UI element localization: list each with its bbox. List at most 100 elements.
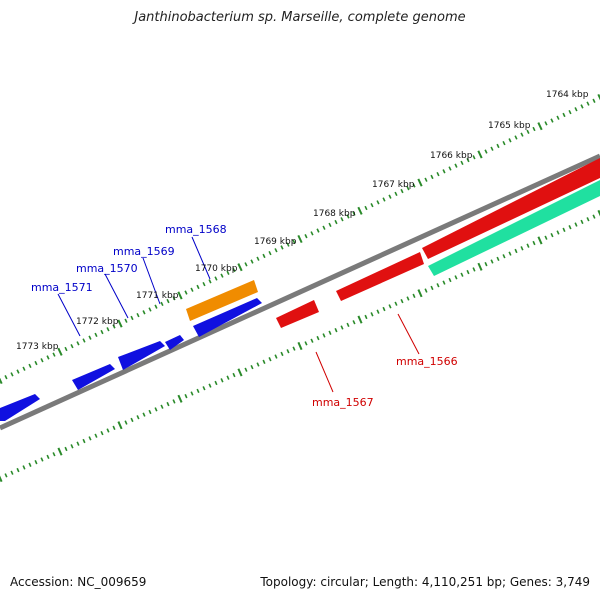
leader-line <box>315 351 334 393</box>
minor-tick <box>334 219 338 225</box>
major-tick <box>297 234 303 244</box>
minor-tick <box>544 235 548 240</box>
minor-tick <box>202 281 206 287</box>
gene-arrow-orange[interactable] <box>186 280 258 321</box>
leader-line <box>57 293 81 337</box>
minor-tick <box>340 325 344 330</box>
tick-label: 1764 kbp <box>546 90 589 100</box>
minor-tick <box>508 138 512 143</box>
gene-arrow[interactable] <box>0 394 40 421</box>
minor-tick <box>490 146 494 151</box>
minor-tick <box>196 388 200 394</box>
major-tick <box>57 447 63 456</box>
gene-label-mma-1571[interactable]: mma_1571 <box>31 281 93 294</box>
minor-tick <box>136 312 140 318</box>
gene-arrow[interactable] <box>193 298 262 337</box>
minor-tick <box>304 341 308 346</box>
minor-tick <box>580 219 584 225</box>
minor-tick <box>304 234 308 239</box>
minor-tick <box>70 444 74 449</box>
minor-tick <box>580 104 584 109</box>
minor-tick <box>154 304 158 309</box>
minor-tick <box>46 454 50 460</box>
gene-label-mma-1568[interactable]: mma_1568 <box>165 223 227 236</box>
minor-tick <box>550 118 554 123</box>
major-tick <box>177 291 183 300</box>
minor-tick <box>520 132 524 137</box>
outer-tick-ring <box>0 209 600 483</box>
minor-tick <box>388 194 392 199</box>
minor-tick <box>586 101 590 106</box>
gene-label-mma-1566[interactable]: mma_1566 <box>396 355 458 368</box>
minor-tick <box>190 391 194 396</box>
minor-tick <box>220 273 224 278</box>
minor-tick <box>262 253 266 259</box>
gene-arrow[interactable] <box>336 252 424 301</box>
minor-tick <box>208 383 212 388</box>
gene-arrow[interactable] <box>72 364 115 390</box>
leader-line <box>142 257 161 305</box>
minor-tick <box>172 296 176 301</box>
minor-tick <box>130 417 134 423</box>
minor-tick <box>526 243 530 248</box>
minor-tick <box>394 301 398 306</box>
minor-tick <box>76 441 80 446</box>
minor-tick <box>160 301 164 307</box>
minor-tick <box>94 332 98 338</box>
minor-tick <box>250 259 254 264</box>
gene-label-mma-1569[interactable]: mma_1569 <box>113 245 175 258</box>
major-tick <box>0 475 3 483</box>
gene-label-mma-1570[interactable]: mma_1570 <box>76 262 138 275</box>
gene-label-mma-1567[interactable]: mma_1567 <box>312 396 374 409</box>
minor-tick <box>232 372 236 378</box>
minor-tick <box>88 436 92 441</box>
minor-tick <box>376 200 380 205</box>
gene-arrow[interactable] <box>118 341 165 370</box>
minor-tick <box>382 306 386 312</box>
minor-tick <box>256 362 260 367</box>
minor-tick <box>70 344 74 349</box>
minor-tick <box>532 126 536 132</box>
major-tick <box>117 319 123 328</box>
minor-tick <box>226 270 230 275</box>
minor-tick <box>274 248 278 253</box>
tick-label: 1765 kbp <box>488 121 531 131</box>
tick-label: 1770 kbp <box>195 264 238 274</box>
gene-arrow[interactable] <box>422 158 600 259</box>
minor-tick <box>448 166 452 171</box>
tick-label: 1769 kbp <box>254 237 297 247</box>
minor-tick <box>454 163 458 168</box>
major-tick <box>0 377 3 385</box>
minor-tick <box>328 222 332 228</box>
minor-tick <box>472 267 476 272</box>
minor-tick <box>106 327 110 332</box>
leader-line <box>104 273 129 319</box>
minor-tick <box>352 320 356 325</box>
minor-tick <box>310 231 314 236</box>
minor-tick <box>484 149 488 154</box>
minor-tick <box>310 338 314 343</box>
minor-tick <box>586 217 590 222</box>
minor-tick <box>454 275 458 280</box>
minor-tick <box>268 250 272 256</box>
gene-arrow-green[interactable] <box>428 180 600 276</box>
minor-tick <box>430 285 434 291</box>
minor-tick <box>490 259 494 264</box>
major-tick <box>57 347 63 356</box>
minor-tick <box>268 357 272 362</box>
minor-tick <box>208 279 212 284</box>
minor-tick <box>112 324 116 329</box>
gene-arrow[interactable] <box>276 300 319 328</box>
minor-tick <box>394 191 398 197</box>
gene-arrow[interactable] <box>165 335 184 350</box>
minor-tick <box>574 107 578 112</box>
minor-tick <box>340 217 344 222</box>
minor-tick <box>562 227 566 232</box>
minor-tick <box>196 284 200 290</box>
minor-tick <box>262 359 266 364</box>
minor-tick <box>40 358 44 363</box>
major-tick <box>417 289 423 298</box>
major-tick <box>597 209 600 217</box>
minor-tick <box>430 174 434 180</box>
